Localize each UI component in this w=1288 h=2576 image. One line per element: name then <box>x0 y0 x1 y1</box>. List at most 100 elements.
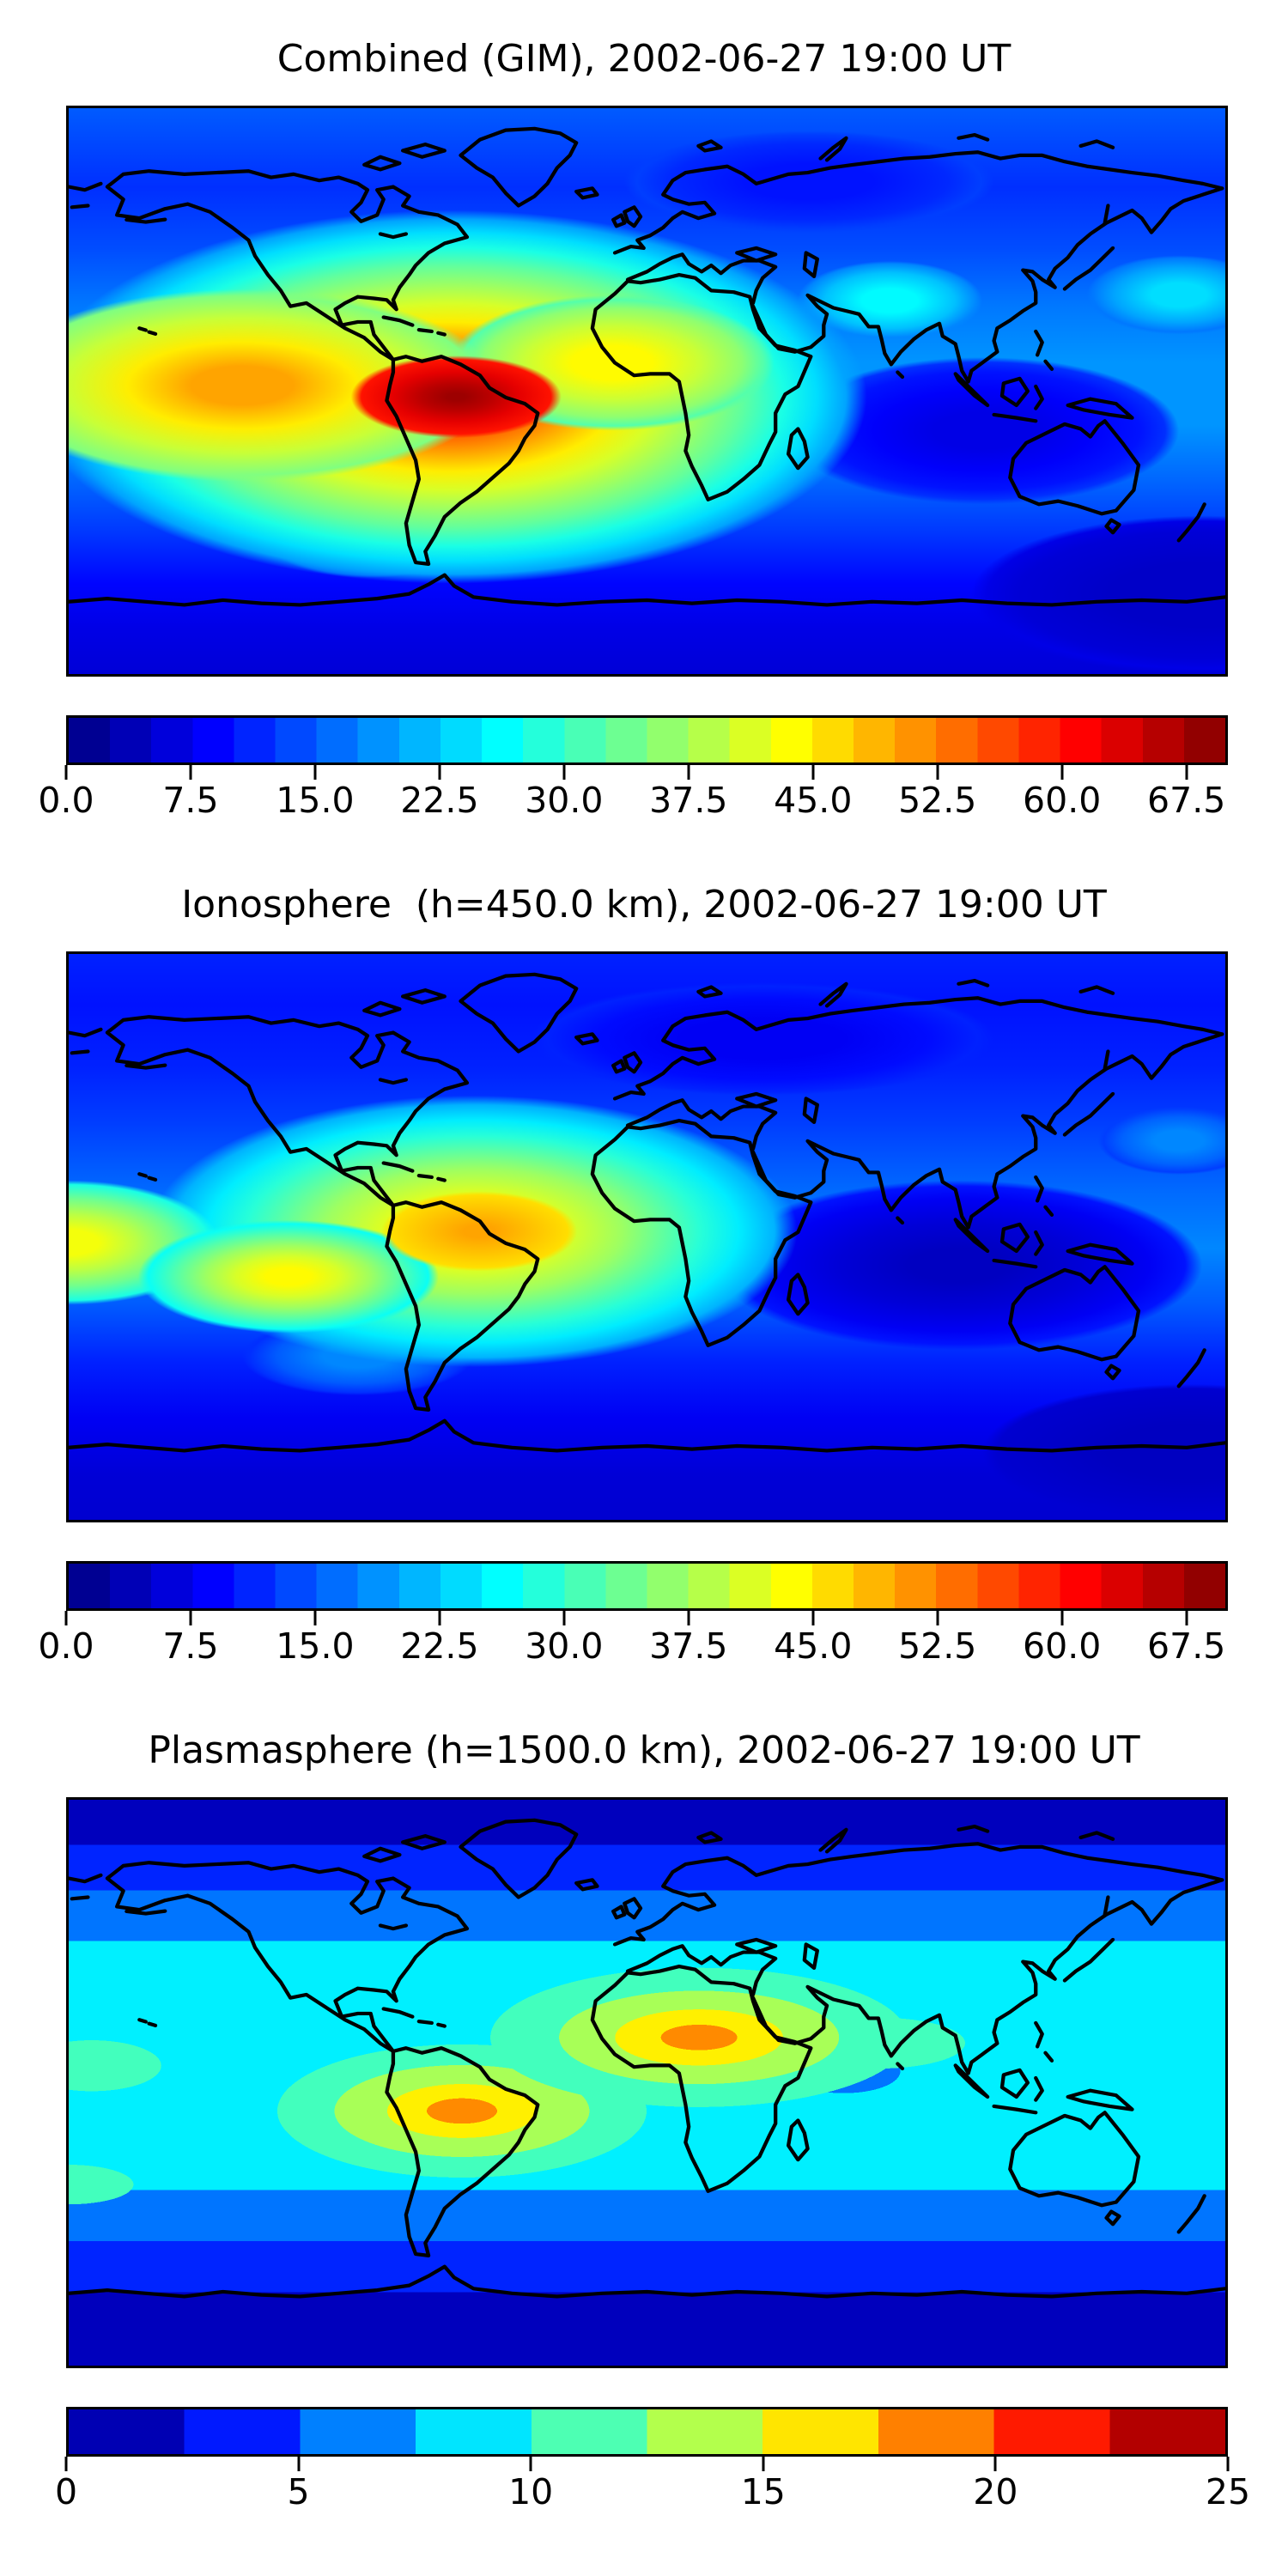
coastline-path <box>953 2063 990 2099</box>
colorbar-tick-label: 15 <box>740 2471 786 2512</box>
colorbar-tick-label: 7.5 <box>162 1625 219 1667</box>
colorbar-tick-label: 30.0 <box>525 780 604 821</box>
colorbar-tick <box>936 765 939 780</box>
coastline-path <box>957 1825 990 1833</box>
coastline-path <box>436 331 447 337</box>
colorbar-tick-label: 0.0 <box>38 1625 94 1667</box>
coastline-path <box>1062 1937 1115 1983</box>
coastline-path <box>1104 2209 1121 2227</box>
coastline-path <box>1034 329 1044 357</box>
coastline-path <box>750 1032 1224 1230</box>
coastline-path <box>69 1419 1225 1453</box>
coastline-path <box>696 139 723 153</box>
coastline-path <box>378 232 409 240</box>
coastline-path <box>818 981 848 1008</box>
coastline-path <box>1034 1175 1044 1203</box>
coastline-path <box>70 204 90 210</box>
colorbar-tick <box>762 2457 765 2471</box>
colorbar-tick <box>687 1611 690 1625</box>
colorbar-tick-label: 0 <box>54 2471 78 2512</box>
coastline-path <box>1176 1348 1206 1388</box>
coastline-path <box>147 2021 158 2027</box>
colorbar-tick <box>687 765 690 780</box>
coastline-path <box>69 181 103 192</box>
coastline-path <box>125 1909 167 1916</box>
colorbar-tick-label: 60.0 <box>1023 1625 1102 1667</box>
coastline-path <box>818 1827 848 1854</box>
coastline-path <box>1066 397 1134 420</box>
coastline-path <box>802 1942 819 1970</box>
coastline-path <box>802 1097 819 1124</box>
coastline-path <box>1078 139 1115 149</box>
coastline-path <box>105 169 470 361</box>
coastline-path <box>611 1059 627 1074</box>
coastline-path <box>362 1000 402 1018</box>
coastline-path <box>1034 2020 1044 2049</box>
colorbar-tick-label: 67.5 <box>1147 1625 1226 1667</box>
coastline-path <box>1066 2088 1134 2111</box>
coastline-path <box>416 328 434 334</box>
tec-contour-field <box>69 1800 1225 2366</box>
colorbar-tick-label: 45.0 <box>774 780 853 821</box>
coastline-path <box>378 1078 409 1085</box>
colorbar-tick <box>1185 765 1188 780</box>
coastline-path <box>105 1015 470 1207</box>
colorbar-tick <box>562 765 566 780</box>
coastline-path <box>625 252 778 306</box>
coastline-path <box>1008 1265 1141 1362</box>
coastline-path <box>1066 1242 1134 1266</box>
coastline-path <box>590 272 813 501</box>
colorbar-tick-label: 52.5 <box>898 780 977 821</box>
coastline-path <box>400 987 447 1005</box>
coastline-path <box>1043 359 1054 371</box>
coastline-path <box>1103 204 1110 225</box>
coastline-path <box>574 1032 599 1046</box>
coastline-path <box>786 1273 810 1316</box>
coastline-path <box>786 427 810 471</box>
coastline-path <box>400 142 447 159</box>
world-map-ionosphere <box>66 951 1228 1522</box>
coastline-path <box>735 1091 778 1109</box>
coastline-path <box>381 2007 415 2019</box>
colorbar-gradient <box>66 1561 1228 1611</box>
colorbar-tick <box>529 2457 532 2471</box>
coastline-path <box>735 1937 778 1954</box>
colorbar-tick-label: 45.0 <box>774 1625 853 1667</box>
world-coastlines <box>69 1818 1225 2299</box>
coastline-path <box>1104 1364 1121 1381</box>
coastline-path <box>612 996 1224 1101</box>
coastline-path <box>385 355 540 566</box>
colorbar-tick <box>1226 2457 1230 2471</box>
tec-contour-field <box>69 108 1225 674</box>
coastline-path <box>69 573 1225 607</box>
world-coastlines <box>69 972 1225 1453</box>
coastline-path <box>385 1200 540 1412</box>
colorbar-tick <box>811 1611 815 1625</box>
coastline-path <box>125 217 167 224</box>
coastline-path <box>459 1818 579 1899</box>
coastline-path <box>1176 502 1206 543</box>
coastline-path <box>147 1176 158 1182</box>
coastline-path <box>992 1258 1038 1269</box>
coastline-path <box>1103 1049 1110 1071</box>
colorbar-tick-label: 5 <box>287 2471 310 2512</box>
colorbar-tick-label: 22.5 <box>400 1625 479 1667</box>
colorbar-tick <box>297 2457 301 2471</box>
coastline-path <box>1104 518 1121 535</box>
coastline-path <box>459 972 579 1054</box>
world-map-combined <box>66 106 1228 677</box>
panel-plasmasphere: Plasmasphere (h=1500.0 km), 2002-06-27 1… <box>0 1692 1288 2537</box>
coastline-path <box>1176 2194 1206 2234</box>
colorbar-gradient <box>66 715 1228 765</box>
coastline-path <box>1103 1895 1110 1917</box>
coastline-path <box>590 1964 813 2193</box>
coastline-path <box>400 1833 447 1850</box>
coastline-path <box>385 2046 540 2257</box>
coastline-path <box>137 2018 148 2024</box>
coastline-path <box>999 376 1030 408</box>
colorbar-tick <box>1185 1611 1188 1625</box>
coastline-path <box>750 1878 1224 2075</box>
coastline-path <box>70 1049 90 1055</box>
colorbar-tick-label: 0.0 <box>38 780 94 821</box>
